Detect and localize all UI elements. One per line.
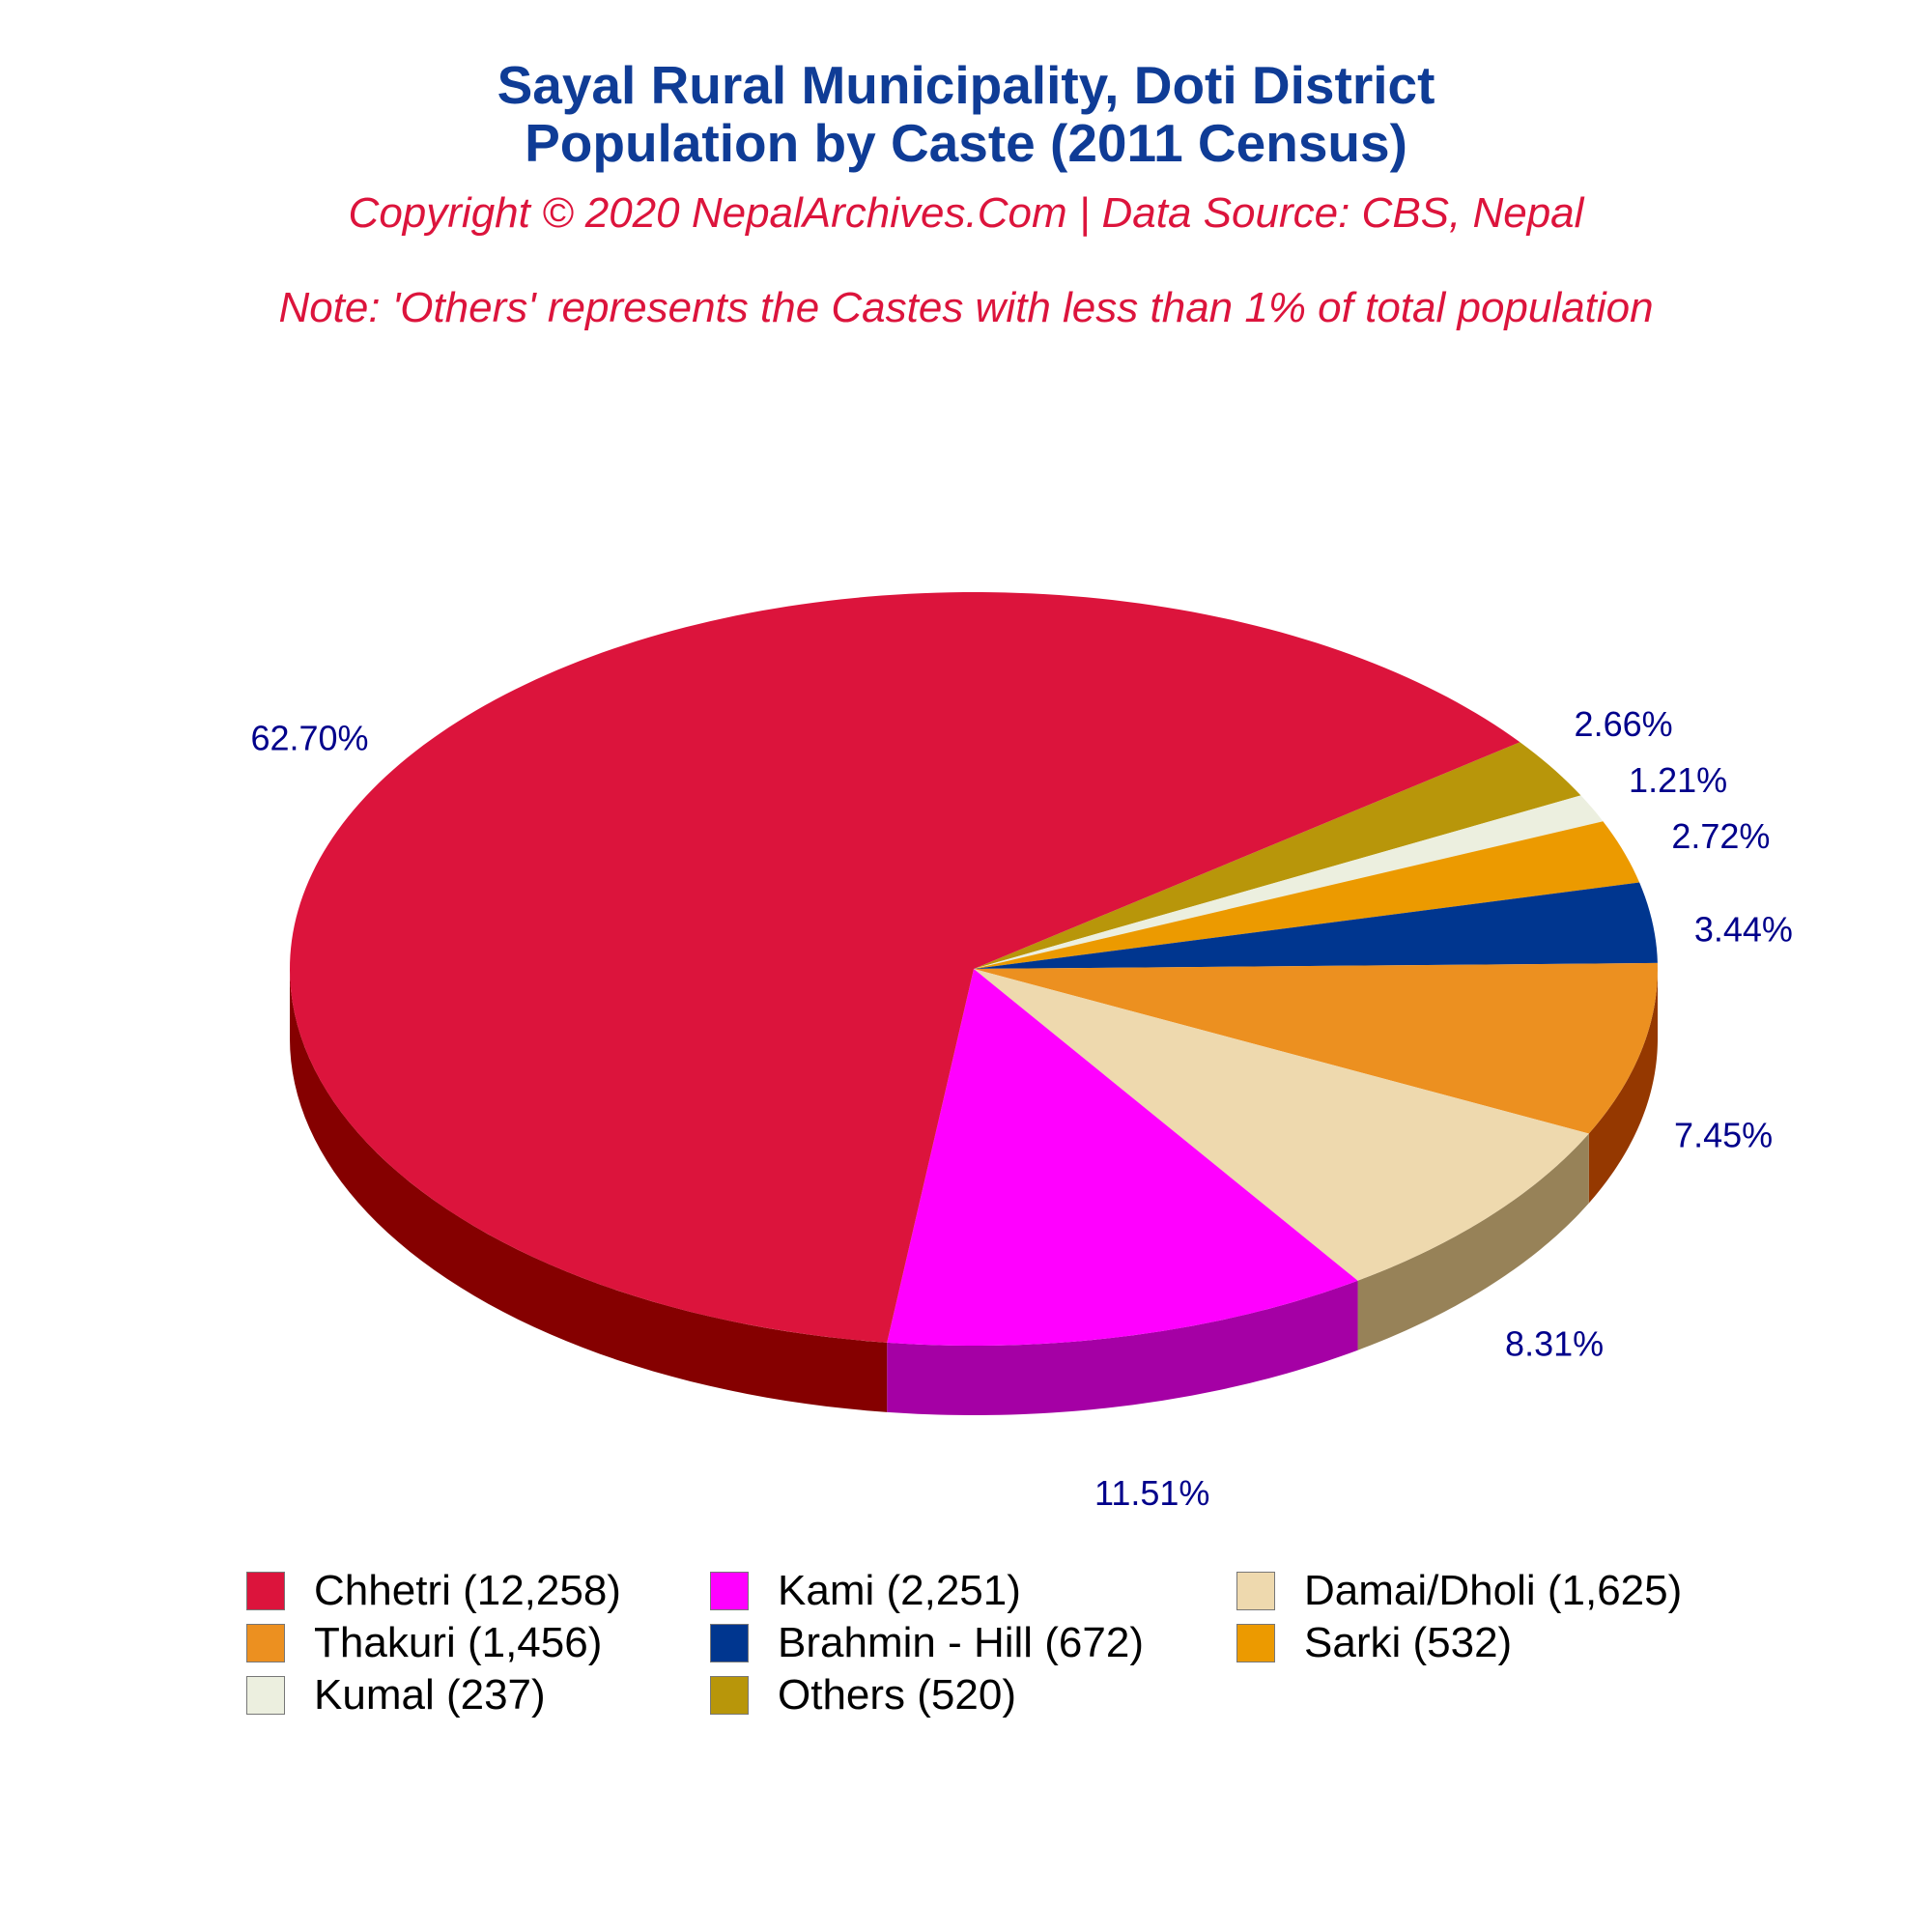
percent-label-kumal: 1.21% <box>1629 760 1727 800</box>
legend-item-thakuri: Thakuri (1,456) <box>246 1617 602 1669</box>
legend-item-chhetri: Chhetri (12,258) <box>246 1565 621 1617</box>
legend-label-brahmin-hill: Brahmin - Hill (672) <box>778 1619 1144 1666</box>
pie-slice-others <box>974 742 1581 969</box>
legend-swatch-sarki <box>1236 1624 1275 1662</box>
percent-label-kami: 11.51% <box>1094 1473 1209 1513</box>
pie-slices <box>290 592 1658 1346</box>
legend-swatch-chhetri <box>246 1572 285 1610</box>
percent-label-brahmin-hill: 3.44% <box>1694 910 1793 950</box>
legend-swatch-thakuri <box>246 1624 285 1662</box>
percent-label-others: 2.66% <box>1575 704 1673 744</box>
legend-item-damai-dholi: Damai/Dholi (1,625) <box>1236 1565 1682 1617</box>
pie-slice-chhetri <box>290 592 1520 1343</box>
legend-swatch-damai-dholi <box>1236 1572 1275 1610</box>
legend-item-others: Others (520) <box>710 1669 1016 1721</box>
pie-slice-brahmin-hill <box>974 882 1658 969</box>
legend-swatch-others <box>710 1676 749 1715</box>
legend-label-others: Others (520) <box>778 1671 1016 1719</box>
pie-side-walls <box>290 969 1658 1415</box>
chart-title-line1: Sayal Rural Municipality, Doti District <box>497 55 1435 115</box>
legend-item-sarki: Sarki (532) <box>1236 1617 1512 1669</box>
pie-slice-thakuri <box>974 962 1658 1134</box>
pie-side-damai-dholi <box>1357 1133 1589 1350</box>
pie-slice-kami <box>887 969 1358 1346</box>
legend-label-damai-dholi: Damai/Dholi (1,625) <box>1304 1567 1683 1614</box>
pie-side-chhetri <box>290 969 888 1412</box>
chart-header: Sayal Rural Municipality, Doti District … <box>0 56 1932 332</box>
pie-slice-damai-dholi <box>974 969 1589 1281</box>
legend-item-brahmin-hill: Brahmin - Hill (672) <box>710 1617 1144 1669</box>
legend-item-kami: Kami (2,251) <box>710 1565 1021 1617</box>
chart-title-line2: Population by Caste (2011 Census) <box>525 113 1407 173</box>
pie-side-kami <box>887 1280 1358 1415</box>
pie-percent-labels: 2.66% 1.21% 2.72% 3.44% 7.45% 8.31% 11.51% 62.7… <box>250 704 1792 1513</box>
legend-item-kumal: Kumal (237) <box>246 1669 546 1721</box>
percent-label-sarki: 2.72% <box>1671 816 1770 856</box>
legend-label-chhetri: Chhetri (12,258) <box>314 1567 621 1614</box>
note-text: Note: 'Others' represents the Castes wit… <box>278 284 1654 331</box>
percent-label-damai-dholi: 8.31% <box>1505 1323 1604 1363</box>
pie-slice-kumal <box>974 795 1604 969</box>
legend-label-kumal: Kumal (237) <box>314 1671 546 1719</box>
percent-label-chhetri: 62.70% <box>250 719 368 758</box>
percent-label-thakuri: 7.45% <box>1674 1116 1773 1155</box>
pie-side-thakuri <box>1588 969 1658 1204</box>
legend-label-kami: Kami (2,251) <box>778 1567 1021 1614</box>
legend-swatch-kami <box>710 1572 749 1610</box>
copyright-text: Copyright © 2020 NepalArchives.Com | Dat… <box>348 189 1584 237</box>
legend-label-sarki: Sarki (532) <box>1304 1619 1513 1666</box>
pie-slice-sarki <box>974 821 1640 969</box>
legend-swatch-brahmin-hill <box>710 1624 749 1662</box>
legend-label-thakuri: Thakuri (1,456) <box>314 1619 603 1666</box>
legend-swatch-kumal <box>246 1676 285 1715</box>
